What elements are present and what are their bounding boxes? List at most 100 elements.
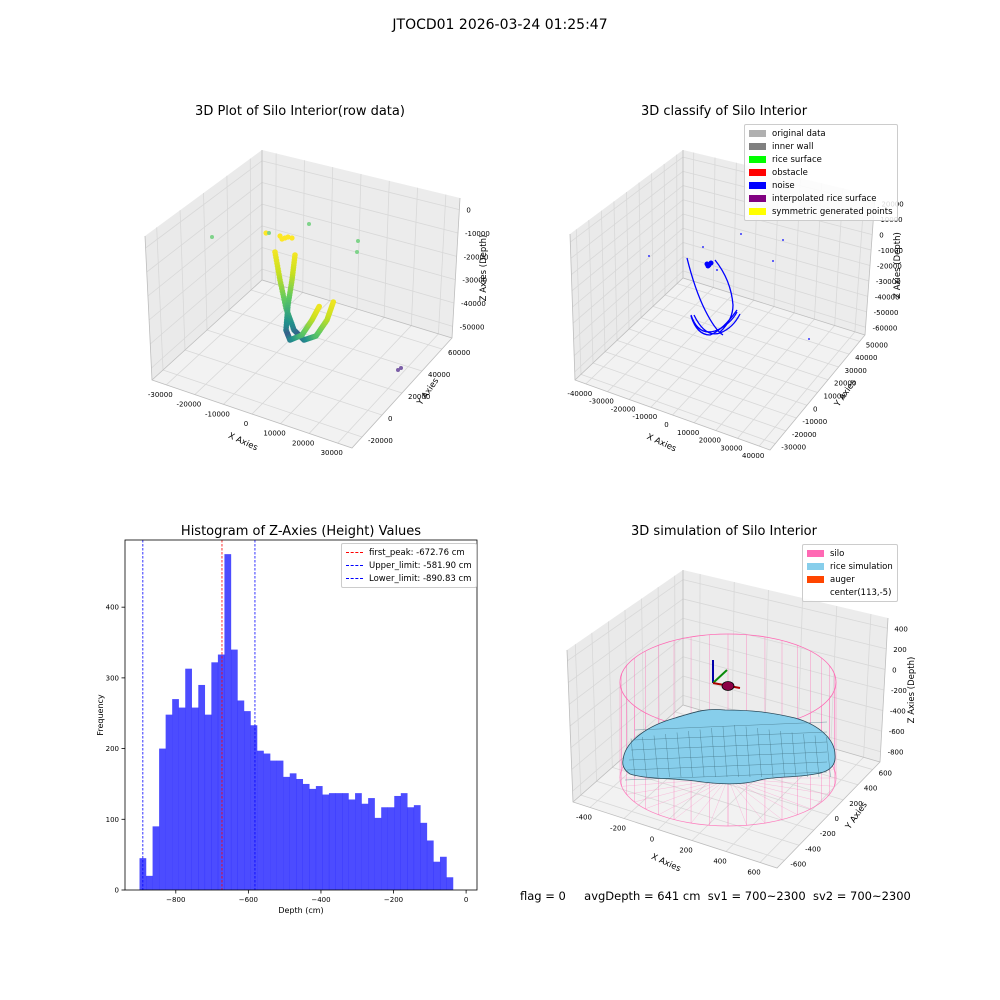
grid-line bbox=[682, 579, 888, 629]
grid-line bbox=[580, 373, 776, 444]
histogram-bar bbox=[257, 750, 264, 890]
z-tick-label: -60000 bbox=[873, 324, 898, 332]
x-tick-label: −400 bbox=[311, 896, 330, 904]
x-tick-label: 400 bbox=[713, 858, 726, 866]
histogram-bar bbox=[289, 773, 297, 890]
axis-edges bbox=[569, 195, 876, 451]
z-tick-label: -20000 bbox=[464, 253, 489, 261]
y-tick-label: -600 bbox=[790, 860, 806, 868]
left-wall-pane bbox=[567, 570, 683, 802]
scatter-point bbox=[716, 269, 718, 271]
histogram-bar bbox=[244, 711, 251, 890]
histogram-bar bbox=[224, 554, 232, 890]
histogram-bar bbox=[172, 699, 179, 890]
scatter-point bbox=[307, 222, 311, 226]
y-tick-label: -200 bbox=[820, 830, 836, 838]
grid-line bbox=[628, 328, 818, 393]
x-tick-label: -20000 bbox=[176, 401, 201, 409]
grid-line bbox=[682, 242, 868, 297]
x-tick-label: 20000 bbox=[292, 439, 314, 447]
histogram-bars bbox=[139, 554, 454, 890]
axis-edges bbox=[144, 197, 461, 449]
x-tick-label: 30000 bbox=[321, 449, 343, 457]
x-tick-label: 200 bbox=[679, 847, 692, 855]
legend-entry: symmetric generated points bbox=[749, 205, 893, 218]
histogram: −800 −600 −400 −200 0 0 100 200 300 400 Depth (cm)… bbox=[96, 539, 478, 915]
y-tick-label: -20000 bbox=[792, 431, 817, 439]
grid-line bbox=[147, 203, 263, 297]
histogram-bar bbox=[439, 856, 447, 890]
legend-label: obstacle bbox=[772, 167, 808, 178]
scatter-point bbox=[210, 235, 214, 239]
grid-line bbox=[261, 160, 460, 211]
x-tick-label: 0 bbox=[664, 421, 668, 429]
silo-floor-spoke bbox=[690, 777, 729, 824]
histogram-bar bbox=[328, 793, 336, 890]
grid-line bbox=[682, 617, 886, 670]
grid-line bbox=[682, 656, 883, 711]
x-tick-label: 10000 bbox=[677, 429, 699, 437]
x-axis-label: Depth (cm) bbox=[278, 906, 323, 915]
grid-line bbox=[571, 185, 684, 275]
histogram-legend: first_peak: -672.76 cm Upper_limit: -581.… bbox=[341, 543, 477, 588]
y-tick-label: 200 bbox=[849, 800, 862, 808]
y-tick-label: -30000 bbox=[781, 444, 806, 452]
legend-entry: rice simulation bbox=[807, 560, 893, 573]
z-axis-label: Z Axies (Depth) bbox=[479, 235, 489, 302]
rice-mesh bbox=[624, 721, 831, 781]
histogram-bar bbox=[146, 875, 153, 890]
y-tick-label: 600 bbox=[879, 770, 892, 778]
histogram-bar bbox=[420, 822, 428, 890]
histogram-bar bbox=[211, 662, 219, 890]
grid-line bbox=[383, 180, 390, 318]
grid-line bbox=[604, 351, 797, 419]
z-tick-label: -40000 bbox=[461, 300, 486, 308]
x-tick-label: 30000 bbox=[720, 444, 742, 452]
x-tick-label: −200 bbox=[384, 896, 403, 904]
silo-floor-spoke bbox=[727, 777, 798, 815]
legend-label: symmetric generated points bbox=[772, 206, 893, 217]
panel2-legend: original data inner wall rice surface obsta… bbox=[744, 124, 898, 221]
grid-line bbox=[249, 158, 252, 291]
grid-line bbox=[302, 160, 305, 293]
x-tick-label: 40000 bbox=[742, 452, 764, 460]
x-tick-label: 0 bbox=[464, 896, 468, 904]
auger-axis bbox=[712, 669, 728, 684]
z-tick-label: -50000 bbox=[460, 323, 485, 331]
rice-mesh-line bbox=[624, 771, 828, 781]
legend-swatch bbox=[749, 143, 766, 150]
rice-mesh-line bbox=[676, 732, 682, 778]
x-tick-label: 600 bbox=[747, 869, 760, 877]
panel3-title: Histogram of Z-Axies (Height) Values bbox=[180, 524, 422, 539]
scatter-point bbox=[396, 368, 400, 372]
z-tick-label: 0 bbox=[879, 232, 883, 240]
silo-floor-spoke bbox=[658, 777, 729, 815]
y-tick-label: 0 bbox=[813, 405, 817, 413]
scatter-series bbox=[648, 233, 810, 340]
sv2-text: sv2 = 700~2300 bbox=[812, 889, 911, 903]
grid-line bbox=[682, 199, 872, 251]
grid-line bbox=[184, 349, 383, 416]
histogram-bar bbox=[283, 776, 290, 890]
y-tick-label: 20000 bbox=[408, 393, 430, 401]
y-tick-label: 400 bbox=[106, 604, 119, 612]
flag-text: flag = 0 bbox=[520, 889, 566, 903]
z-tick-label: -50000 bbox=[874, 309, 899, 317]
grid-line bbox=[682, 598, 887, 650]
z-tick-label: 200 bbox=[893, 646, 906, 654]
histogram-bar bbox=[413, 805, 421, 890]
y-tick-label: 400 bbox=[864, 785, 877, 793]
histogram-bar bbox=[165, 714, 173, 890]
legend-label: interpolated rice surface bbox=[772, 193, 877, 204]
grid-line bbox=[572, 227, 684, 324]
grid-line bbox=[149, 247, 263, 345]
x-tick-label: -10000 bbox=[632, 413, 657, 421]
histogram-bar bbox=[191, 707, 199, 890]
rice-mesh-line bbox=[768, 729, 774, 778]
histogram-bar bbox=[315, 786, 323, 890]
histogram-bar bbox=[381, 807, 388, 890]
grid-line bbox=[179, 210, 186, 351]
grid-line bbox=[226, 175, 230, 311]
scatter-point bbox=[772, 260, 774, 262]
legend-entry: inner wall bbox=[749, 140, 893, 153]
